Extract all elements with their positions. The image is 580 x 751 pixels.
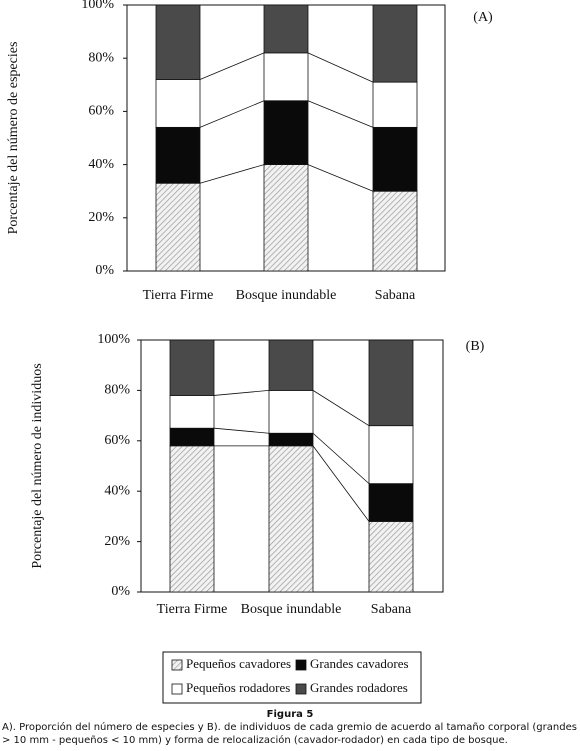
bar-segment: [169, 339, 215, 396]
x-tick-label: Tierra Firme: [157, 602, 228, 617]
bar-segment: [368, 425, 414, 485]
bar-segment: [268, 339, 314, 391]
y-tick-label: 20%: [104, 534, 130, 549]
y-tick-label: 60%: [104, 433, 130, 448]
connector: [213, 427, 270, 434]
y-tick-label: 80%: [104, 383, 130, 398]
y-tick-label: 0%: [95, 263, 114, 278]
connector: [307, 52, 374, 83]
x-tick-label: Sabana: [371, 602, 412, 617]
bar-segment: [268, 432, 314, 447]
y-tick-label: 40%: [88, 157, 114, 172]
connector: [199, 52, 265, 80]
bar-segment: [263, 4, 309, 54]
connector: [312, 432, 370, 484]
bar-segment: [155, 182, 201, 272]
bar-segment: [368, 521, 414, 593]
caption: Figura 5 A). Proporción del número de es…: [2, 708, 578, 747]
bar-segment: [372, 190, 418, 272]
bar-segment: [169, 445, 215, 593]
connector: [312, 390, 370, 427]
y-tick-label: 100%: [81, 0, 114, 12]
legend-label: Grandes rodadores: [310, 680, 408, 695]
connector: [199, 164, 265, 184]
x-tick-label: Bosque inundable: [241, 602, 342, 617]
bar-segment: [368, 339, 414, 427]
panel-label: (A): [473, 10, 493, 25]
figure-number: Figura 5: [266, 709, 314, 720]
y-tick-label: 20%: [88, 210, 114, 225]
connector: [312, 445, 370, 522]
legend-box: [162, 651, 422, 704]
bar-segment: [372, 4, 418, 83]
y-tick-label: 100%: [97, 332, 130, 347]
figure: 0% 20% 40% 60% 80% 100% Porcentaje del número …: [6, 0, 493, 704]
bar-segment: [268, 445, 314, 593]
y-tick-label: 60%: [88, 104, 114, 119]
y-tick-label: 40%: [104, 483, 130, 498]
connector: [307, 100, 374, 128]
caption-text: A). Proporción del número de especies y …: [2, 722, 577, 746]
bar-segment: [263, 52, 309, 102]
legend-swatch: [295, 683, 307, 695]
connector: [199, 100, 265, 128]
y-axis-label: Porcentaje del número de especies: [6, 42, 21, 235]
bar-segment: [372, 81, 418, 128]
bar-segment: [169, 395, 215, 429]
legend-label: Pequeños cavadores: [186, 656, 291, 671]
y-axis-label: Porcentaje del número de individuos: [30, 363, 45, 568]
bar-segment: [263, 164, 309, 272]
x-tick-label: Tierra Firme: [143, 288, 214, 303]
bar-segment: [368, 483, 414, 522]
connector: [307, 164, 374, 192]
connector: [213, 390, 270, 396]
panel-label: (B): [466, 339, 485, 354]
legend-label: Pequeños rodadores: [186, 680, 290, 695]
x-tick-label: Sabana: [375, 288, 416, 303]
legend-swatch: [171, 683, 183, 695]
bar-segment: [155, 79, 201, 128]
legend-label: Grandes cavadores: [310, 656, 409, 671]
y-tick-label: 0%: [111, 584, 130, 599]
x-tick-label: Bosque inundable: [236, 288, 337, 303]
legend-swatch: [295, 659, 307, 671]
bar-segment: [169, 427, 215, 447]
legend-swatch: [171, 659, 183, 671]
bar-segment: [263, 100, 309, 166]
y-tick-label: 80%: [88, 50, 114, 65]
bar-segment: [155, 4, 201, 80]
bar-segment: [268, 389, 314, 434]
bar-segment: [372, 126, 418, 192]
bar-segment: [155, 126, 201, 184]
